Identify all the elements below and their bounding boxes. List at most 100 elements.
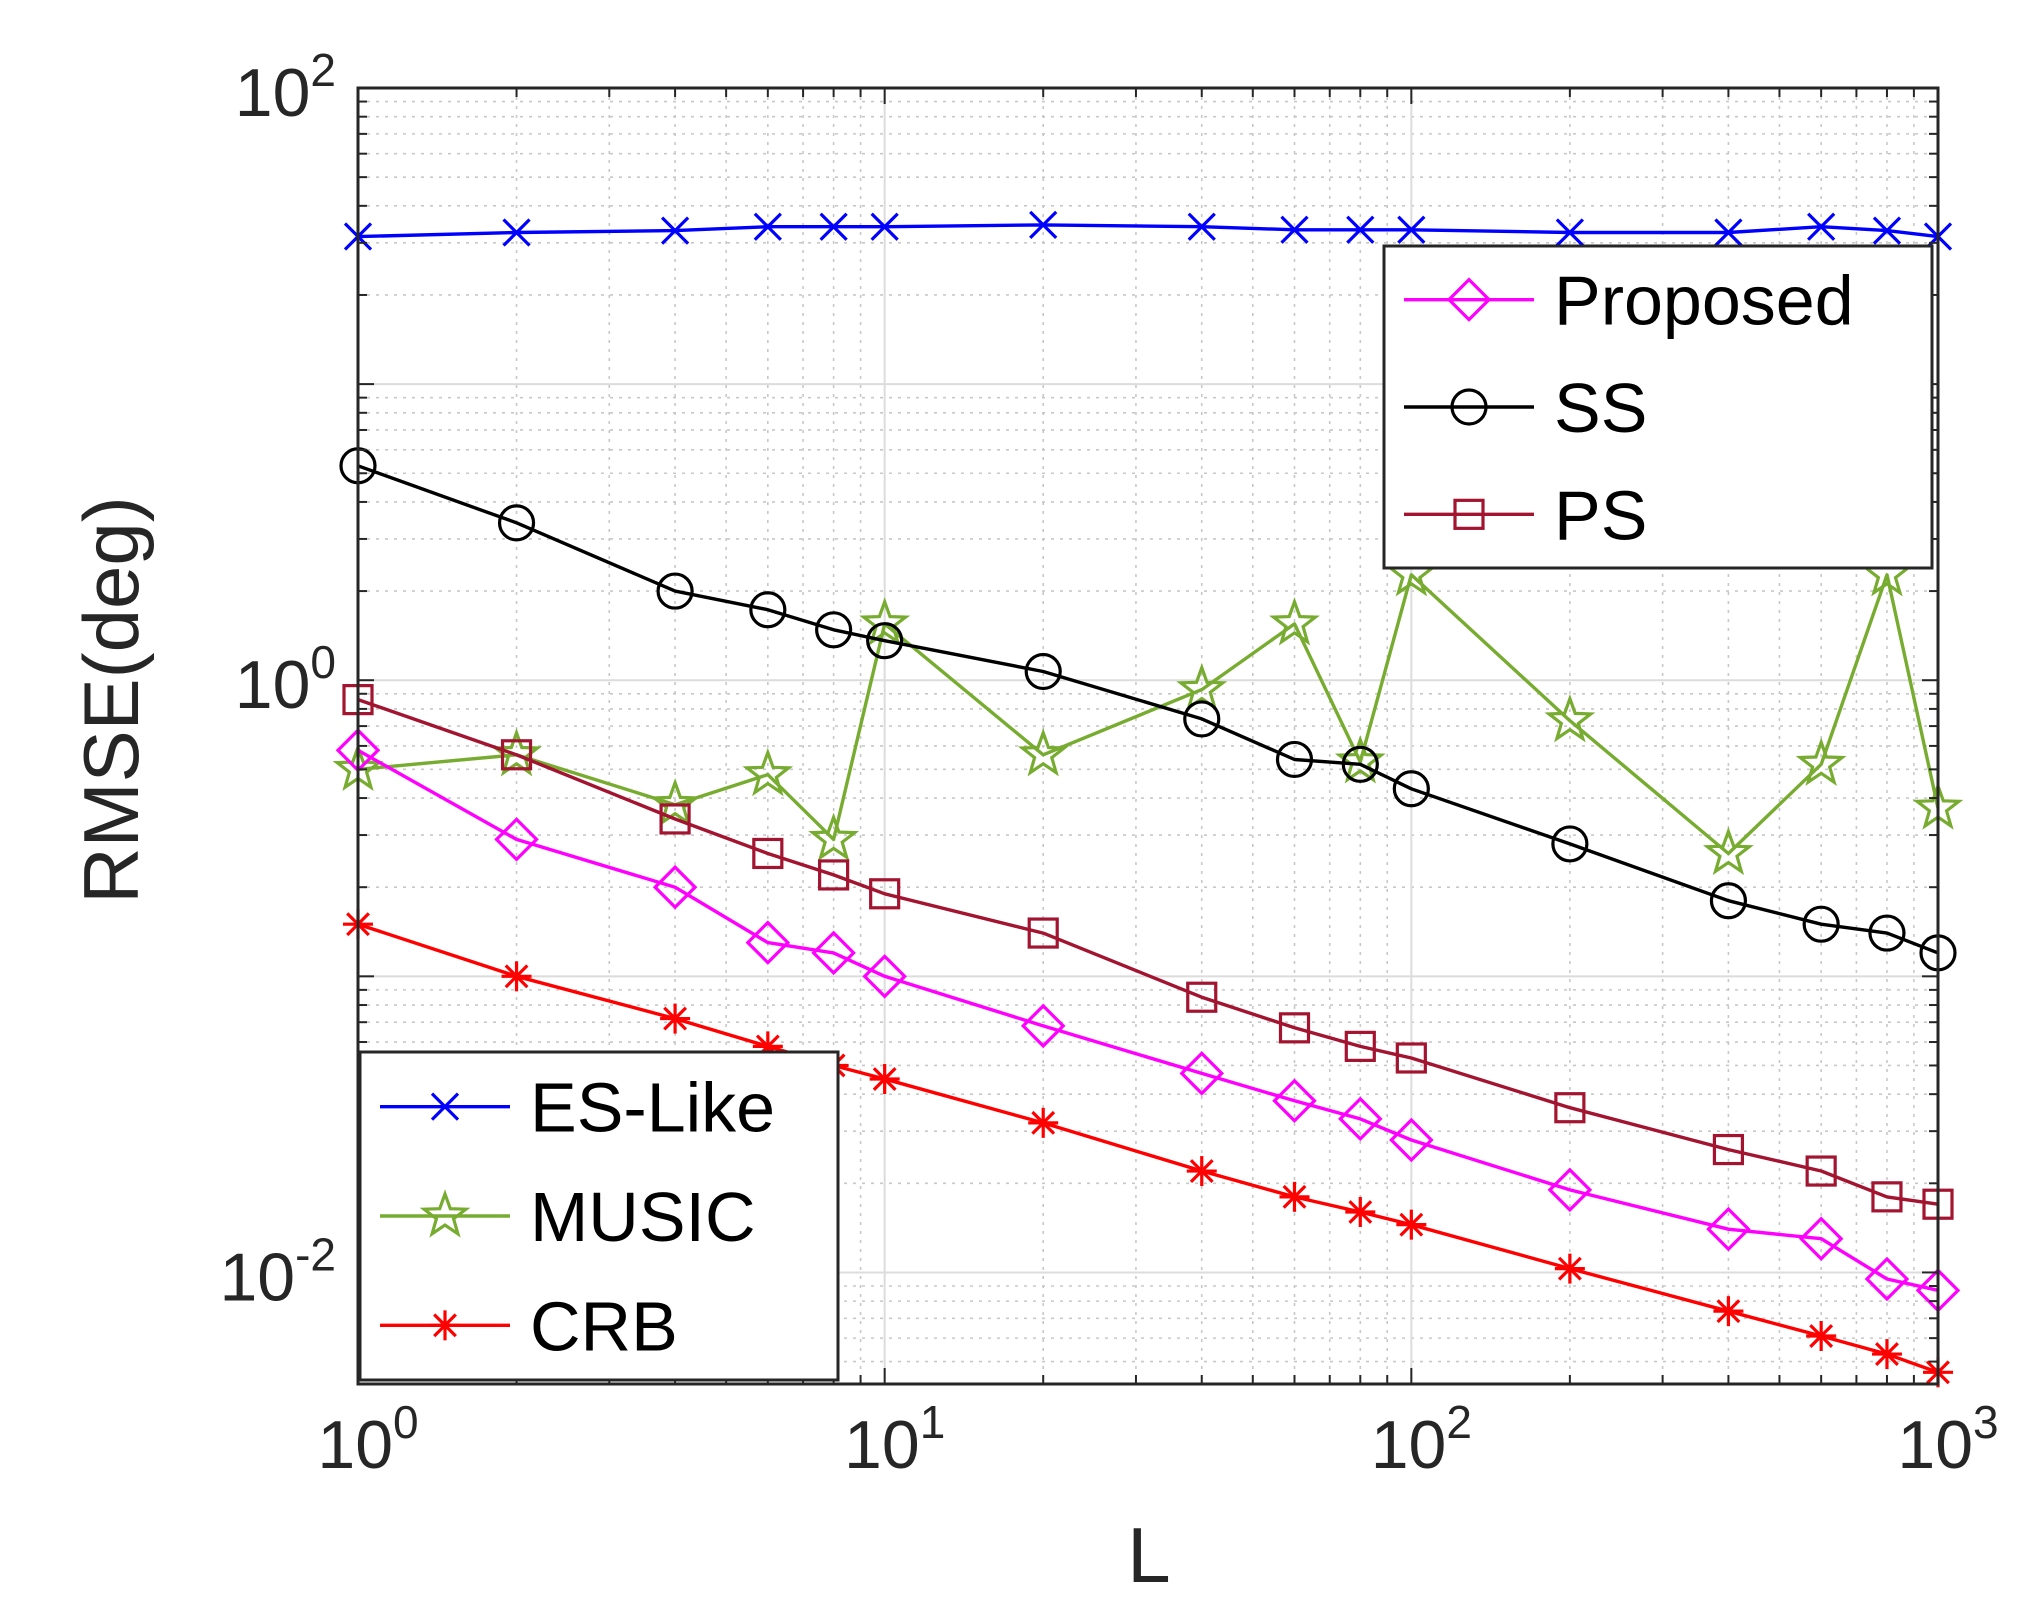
legend-marker xyxy=(430,1310,460,1341)
y-axis-label: RMSE(deg) xyxy=(67,496,155,903)
data-point-ss xyxy=(1709,882,1748,920)
legend-label: Proposed xyxy=(1554,262,1854,340)
data-point-ps xyxy=(1712,1133,1745,1166)
data-point-proposed xyxy=(652,864,698,910)
data-point-ss xyxy=(656,572,694,610)
series-line-crb xyxy=(357,922,1939,1374)
legend-label: CRB xyxy=(530,1287,678,1365)
data-point-ps xyxy=(1871,1181,1903,1213)
legend-marker xyxy=(1446,277,1492,322)
data-point-proposed xyxy=(811,930,856,976)
y-tick-label: 10-2 xyxy=(219,1228,336,1315)
data-point-music xyxy=(649,777,701,827)
legend-entry-proposed: Proposed xyxy=(1404,262,1854,340)
data-point-music xyxy=(1544,693,1596,743)
data-point-ss xyxy=(1392,770,1430,808)
data-point-es-like xyxy=(1280,215,1309,244)
data-point-ps xyxy=(1395,1042,1427,1074)
series-ss xyxy=(339,447,1957,972)
data-point-music xyxy=(1702,826,1754,876)
legend-marker xyxy=(419,1189,471,1238)
data-point-es-like xyxy=(1187,212,1216,241)
data-point-music xyxy=(1795,737,1847,786)
data-point-es-like xyxy=(1872,216,1902,245)
data-point-ss xyxy=(1551,825,1589,863)
data-point-crb xyxy=(1871,1339,1902,1370)
data-point-crb xyxy=(660,1003,691,1034)
data-point-ps xyxy=(752,837,784,870)
series-crb xyxy=(343,909,1953,1388)
data-point-proposed xyxy=(1864,1256,1910,1302)
data-point-ps xyxy=(818,859,850,891)
data-point-proposed xyxy=(1338,1096,1383,1142)
data-point-ps xyxy=(1186,981,1218,1013)
data-point-ss xyxy=(1275,740,1314,779)
data-point-ss xyxy=(1024,652,1062,691)
data-point-es-like xyxy=(1714,218,1743,247)
data-point-ss xyxy=(1341,745,1379,783)
x-tick-label: 101 xyxy=(844,1396,945,1483)
series-line-proposed xyxy=(357,748,1939,1292)
y-tick-label: 102 xyxy=(235,44,336,131)
data-point-music xyxy=(1176,662,1228,712)
legend-entry-es-like: ES-Like xyxy=(380,1069,775,1147)
data-point-ss xyxy=(1868,914,1906,952)
data-point-ps xyxy=(1554,1092,1586,1124)
data-point-ss xyxy=(815,611,853,649)
legend-entry-ss: SS xyxy=(1404,369,1647,447)
data-point-es-like xyxy=(1807,212,1836,241)
data-point-proposed xyxy=(1547,1167,1593,1213)
x-tick-label: 100 xyxy=(317,1396,418,1483)
data-point-proposed xyxy=(1020,1003,1066,1049)
data-point-proposed xyxy=(494,817,539,862)
series-line-ps xyxy=(357,697,1939,1206)
data-point-crb xyxy=(1396,1209,1427,1240)
data-point-crb xyxy=(1345,1196,1376,1227)
legend-bottom-left: ES-Like MUSIC CRB xyxy=(358,1050,840,1382)
y-tick-label: 100 xyxy=(235,636,336,723)
x-tick-label: 102 xyxy=(1371,1396,1472,1483)
data-point-es-like xyxy=(819,212,848,241)
data-point-ps xyxy=(1344,1030,1376,1062)
data-point-ss xyxy=(1802,905,1840,943)
data-point-proposed xyxy=(862,954,907,999)
data-point-es-like xyxy=(660,216,690,245)
legend-entry-crb: CRB xyxy=(380,1287,678,1365)
data-point-ps xyxy=(869,878,901,910)
x-tick-label: 103 xyxy=(1897,1396,1998,1483)
data-point-ps xyxy=(1278,1012,1311,1044)
data-point-ps xyxy=(659,803,691,835)
data-point-es-like xyxy=(502,218,531,247)
data-point-music xyxy=(859,597,911,646)
legend-label: MUSIC xyxy=(530,1178,756,1256)
data-point-ss xyxy=(866,622,904,660)
data-point-es-like xyxy=(753,212,782,241)
data-point-crb xyxy=(1279,1181,1310,1212)
data-point-ss xyxy=(1183,700,1221,738)
legend-marker xyxy=(1450,388,1488,426)
data-point-music xyxy=(1017,728,1069,777)
series-line-music xyxy=(357,573,1940,856)
data-point-music xyxy=(808,812,860,862)
data-point-ss xyxy=(497,504,536,542)
data-point-proposed xyxy=(1706,1206,1751,1252)
legend-label: SS xyxy=(1554,369,1647,447)
legend-marker xyxy=(430,1092,460,1121)
series-line-es-like xyxy=(357,223,1939,239)
legend-entry-ps: PS xyxy=(1404,476,1647,554)
data-point-proposed xyxy=(745,920,791,965)
data-point-crb xyxy=(869,1064,900,1095)
data-point-crb xyxy=(1554,1253,1585,1284)
data-point-proposed xyxy=(1389,1117,1434,1163)
data-point-es-like xyxy=(1555,218,1585,247)
data-point-es-like xyxy=(1397,215,1426,244)
legend-label: ES-Like xyxy=(530,1069,775,1147)
data-point-es-like xyxy=(870,212,899,241)
series-es-like xyxy=(343,210,1953,251)
data-point-music xyxy=(742,747,794,797)
data-point-ss xyxy=(749,591,787,629)
data-point-ps xyxy=(1027,917,1059,949)
legend-marker xyxy=(1453,498,1485,530)
